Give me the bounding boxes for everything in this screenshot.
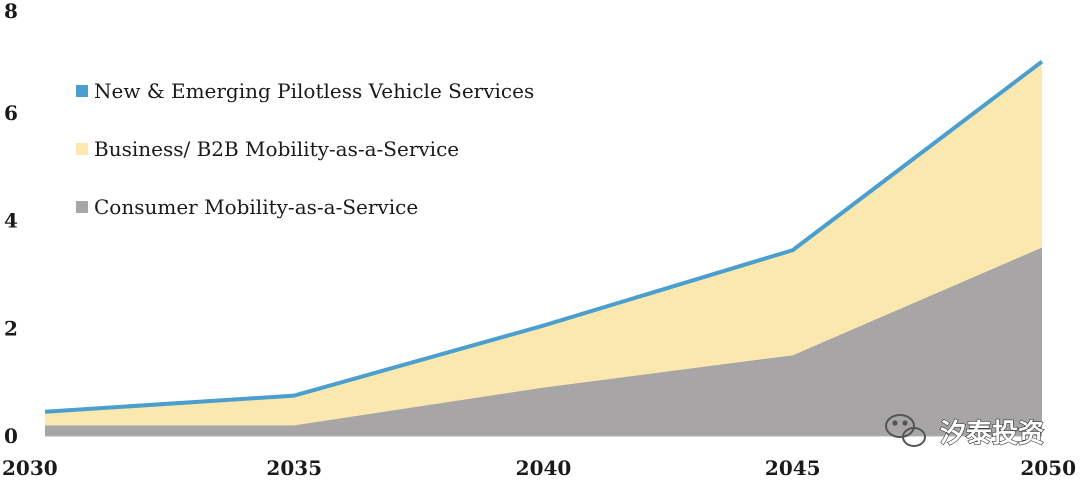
legend-label-business: Business/ B2B Mobility-as-a-Service [94,137,459,161]
x-tick-2030: 2030 [2,456,58,480]
y-tick-6: 6 [4,101,18,125]
area-consumer-mobility-as-a-service [45,247,1042,436]
chart-top-line [44,59,1044,414]
legend: New & Emerging Pilotless Vehicle Service… [76,79,534,219]
wechat-icon [885,414,926,447]
y-tick-8: 8 [4,0,18,23]
chart-areas [45,64,1042,436]
x-tick-2050: 2050 [1020,456,1076,480]
legend-swatch-business [76,143,88,155]
watermark: 汐泰投资 [885,414,1045,450]
x-tick-2045: 2045 [765,456,821,480]
x-tick-2035: 2035 [266,456,322,480]
y-tick-labels: 0 2 4 6 8 [4,0,18,448]
y-tick-0: 0 [4,424,18,448]
x-tick-2040: 2040 [516,456,572,480]
legend-item-new-emerging: New & Emerging Pilotless Vehicle Service… [76,79,534,103]
legend-swatch-consumer [76,201,88,213]
y-tick-2: 2 [4,316,18,340]
legend-item-business: Business/ B2B Mobility-as-a-Service [76,137,459,161]
area-business-b2b-mobility-as-a-service [45,64,1042,426]
legend-label-new-emerging: New & Emerging Pilotless Vehicle Service… [94,79,534,103]
y-tick-4: 4 [4,209,18,233]
legend-swatch-new-emerging [76,85,88,97]
legend-item-consumer: Consumer Mobility-as-a-Service [76,195,418,219]
x-tick-labels: 2030 2035 2040 2045 2050 [2,456,1076,480]
line-new-emerging-pilotless [44,59,1044,414]
watermark-text: 汐泰投资 [940,418,1044,449]
legend-label-consumer: Consumer Mobility-as-a-Service [94,195,418,219]
